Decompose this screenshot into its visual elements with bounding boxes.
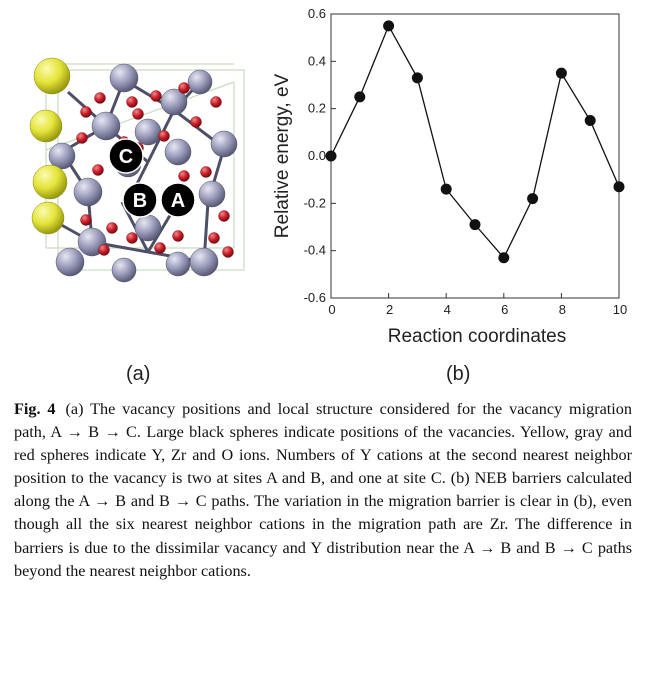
crystal-structure-illustration: CB A [29, 57, 245, 283]
o-sphere [218, 210, 230, 222]
data-point [613, 181, 625, 193]
y-tick-label: 0.6 [308, 6, 326, 21]
zr-sphere [189, 247, 219, 277]
x-tick-label: 4 [444, 302, 451, 317]
zr-sphere [160, 88, 188, 116]
o-sphere [178, 82, 190, 94]
y-tick-label: 0.0 [308, 148, 326, 163]
x-tick-label: 8 [559, 302, 566, 317]
data-point [411, 72, 423, 84]
y-sphere [32, 164, 68, 200]
y-sphere [29, 109, 63, 143]
y-sphere [33, 57, 71, 95]
data-point [469, 219, 481, 231]
o-sphere [106, 222, 118, 234]
o-sphere [208, 232, 220, 244]
vacancy-label: A [171, 190, 185, 212]
vacancy-sphere [108, 138, 144, 174]
data-point [584, 115, 596, 126]
y-tick-label: 0.2 [308, 101, 326, 116]
vacancy-label: B [133, 190, 147, 212]
y-tick-label: -0.6 [304, 290, 326, 305]
x-tick-label: 10 [613, 302, 627, 317]
zr-sphere [187, 69, 213, 95]
zr-sphere [48, 142, 76, 170]
data-point [498, 252, 510, 264]
zr-sphere [73, 177, 103, 207]
y-sphere [31, 201, 65, 235]
o-sphere [80, 106, 92, 118]
plot-frame [330, 13, 620, 299]
zr-sphere [91, 111, 121, 141]
zr-sphere [55, 247, 85, 277]
y-tick-label: -0.4 [304, 243, 326, 258]
zr-sphere [111, 257, 137, 283]
data-point [325, 150, 337, 162]
o-sphere [76, 132, 88, 144]
data-point [527, 193, 539, 205]
zr-sphere [165, 251, 191, 277]
panel-b-label: (b) [446, 363, 471, 385]
figure-caption: Fig. 4 (a) The vacancy positions and loca… [14, 398, 632, 583]
o-sphere [190, 116, 202, 128]
o-sphere [172, 230, 184, 242]
y-tick-label: -0.2 [304, 195, 326, 210]
o-sphere [222, 246, 234, 258]
o-sphere [98, 244, 110, 256]
x-tick-label: 0 [328, 302, 335, 317]
zr-sphere [134, 118, 162, 146]
y-axis-label: Relative energy, eV [272, 73, 293, 238]
data-point [383, 20, 395, 32]
o-sphere [178, 170, 190, 182]
x-axis-label: Reaction coordinates [388, 326, 567, 347]
zr-sphere [210, 130, 238, 158]
o-sphere [126, 232, 138, 244]
vacancy-label: C [119, 146, 133, 168]
caption-text: (a) The vacancy positions and local stru… [14, 400, 632, 580]
vacancy-sphere [160, 182, 196, 218]
o-sphere [92, 164, 104, 176]
energy-chart: 0 2 4 6 8 10 -0.6 -0.4 -0.2 0.0 0.2 0.4 0.6 Reaction … [272, 6, 627, 347]
o-sphere [126, 96, 138, 108]
o-sphere [94, 92, 106, 104]
o-sphere [80, 214, 92, 226]
o-sphere [158, 130, 170, 142]
o-sphere [154, 242, 166, 254]
data-point [440, 183, 452, 195]
zr-sphere [109, 63, 139, 93]
vacancy-sphere [122, 182, 158, 218]
panel-a-label: (a) [126, 363, 151, 385]
o-sphere [210, 96, 222, 108]
x-tick-label: 6 [501, 302, 508, 317]
y-tick-label: 0.4 [308, 53, 326, 68]
zr-sphere [134, 214, 162, 242]
o-sphere [132, 108, 144, 120]
figure-number: Fig. 4 [14, 400, 56, 418]
o-sphere [150, 90, 162, 102]
zr-sphere [164, 138, 192, 166]
zr-sphere [198, 180, 226, 208]
x-tick-label: 2 [386, 302, 393, 317]
data-point [555, 67, 567, 79]
o-sphere [200, 166, 212, 178]
data-point [354, 91, 366, 103]
